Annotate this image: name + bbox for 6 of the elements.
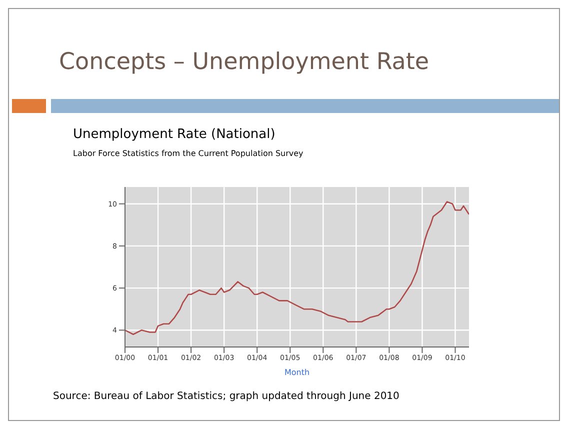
chart-subtitle: Unemployment Rate (National) <box>73 127 276 142</box>
source-note: Source: Bureau of Labor Statistics; graph updated through June 2010 <box>53 391 400 402</box>
line-series <box>125 201 469 336</box>
text: Labor Force Statistics from the Current Population Survey <box>73 149 304 158</box>
x-axis-title: Month <box>284 368 310 377</box>
chart-title: Concepts – Unemployment Rate <box>59 49 430 75</box>
